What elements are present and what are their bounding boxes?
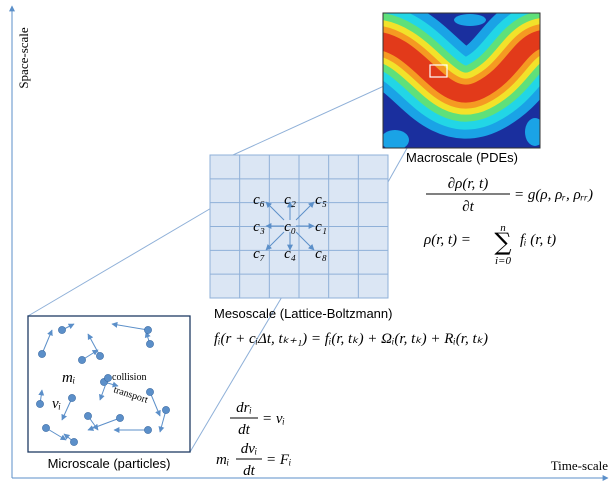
sum-lower: i=0 <box>495 255 511 267</box>
diagram: Space-scale Time-scale Macroscale (PDEs)… <box>0 0 612 482</box>
macro-field <box>370 13 560 150</box>
eq-den: dt <box>238 422 251 438</box>
velocity-label: c₁ <box>315 219 327 235</box>
velocity-label: c₇ <box>253 246 265 262</box>
particle <box>78 356 85 363</box>
particle <box>38 350 45 357</box>
particle <box>84 412 91 419</box>
x-axis-label: Time-scale <box>551 458 609 473</box>
particle <box>58 326 65 333</box>
particle <box>162 406 169 413</box>
eq-num: ∂ρ(r, t) <box>448 176 488 192</box>
eq-rhs: = vᵢ <box>262 411 285 427</box>
meso-label: Mesoscale (Lattice-Boltzmann) <box>214 306 392 321</box>
particle <box>144 326 151 333</box>
macro-label: Macroscale (PDEs) <box>406 150 518 165</box>
zoom-line <box>28 197 230 316</box>
velocity-label: vᵢ <box>52 396 61 412</box>
particle <box>96 352 103 359</box>
velocity-label: c₆ <box>253 192 265 208</box>
sum-sign: ∑ <box>494 228 511 256</box>
velocity-label: c₂ <box>284 192 296 208</box>
eq-num: dvᵢ <box>241 441 258 457</box>
velocity-label: c₅ <box>315 192 327 208</box>
particle <box>116 414 123 421</box>
particle <box>42 424 49 431</box>
particle <box>146 340 153 347</box>
eq-den: ∂t <box>462 199 474 215</box>
particle <box>104 374 111 381</box>
eq-den: dt <box>243 463 256 479</box>
eq-rhs: = Fᵢ <box>266 452 291 468</box>
collision-label: collision <box>112 372 146 383</box>
eq-rhs: = g(ρ, ρᵣ, ρᵣᵣ) <box>514 187 593 203</box>
y-axis-label: Space-scale <box>16 27 31 89</box>
particle <box>68 394 75 401</box>
micro-label: Microscale (particles) <box>48 456 171 471</box>
particle <box>144 426 151 433</box>
particle <box>36 400 43 407</box>
meso-equation: fᵢ(r + cᵢΔt, tₖ₊₁) = fᵢ(r, tₖ) + Ωᵢ(r, t… <box>214 331 488 347</box>
eq-lhs: mᵢ <box>216 452 229 468</box>
velocity-label: c₄ <box>284 246 296 262</box>
velocity-label: c₃ <box>253 219 265 235</box>
eq-rhs: fᵢ (r, t) <box>520 232 556 248</box>
eq-num: drᵢ <box>236 400 252 416</box>
particle <box>70 438 77 445</box>
mass-label: mᵢ <box>62 370 75 386</box>
eq-lhs: ρ(r, t) = <box>423 232 471 248</box>
velocity-label: c₈ <box>315 246 327 262</box>
